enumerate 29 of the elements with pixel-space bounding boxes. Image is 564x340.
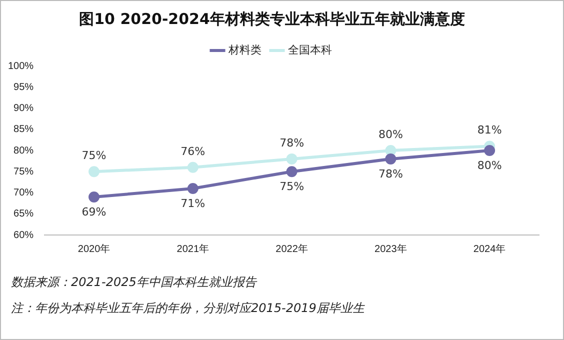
- y-tick-label: 80%: [14, 145, 34, 156]
- text: 75%: [82, 148, 106, 162]
- x-tick-label: 2020年: [78, 242, 110, 255]
- y-tick-label: 65%: [14, 208, 34, 220]
- x-tick-label: 2022年: [276, 242, 308, 255]
- text: 80%: [477, 158, 502, 172]
- x-tick-label: 2021年: [176, 242, 210, 255]
- y-tick-label: 100%: [8, 60, 34, 72]
- text: 69%: [82, 205, 106, 218]
- chart-title: 图10 2020-2024年材料类专业本科毕业五年就业满意度: [79, 10, 465, 28]
- y-tick-label: 85%: [14, 124, 34, 136]
- y-tick-label: 75%: [14, 166, 34, 178]
- text: 75%: [280, 180, 304, 193]
- y-tick-label: 60%: [14, 230, 34, 241]
- x-tick-label: 2024年: [473, 242, 506, 255]
- text: 81%: [477, 124, 502, 137]
- text: 注：年份为本科毕业五年后的年份，分别对应2015-2019届毕业生: [11, 300, 364, 317]
- y-tick-label: 95%: [14, 82, 34, 93]
- text: 80%: [378, 128, 403, 141]
- legend-label: 材料类: [228, 44, 262, 57]
- source-note: 数据来源：2021-2025年中国本科生就业报告: [11, 274, 258, 291]
- y-tick-label: 70%: [14, 188, 34, 198]
- text: 78%: [280, 136, 304, 150]
- text: 71%: [180, 196, 206, 210]
- legend-label: 全国本科: [288, 44, 332, 57]
- y-tick-label: 90%: [14, 103, 34, 114]
- text: 78%: [378, 167, 403, 180]
- x-tick-label: 2023年: [374, 242, 407, 255]
- text: 76%: [180, 144, 206, 158]
